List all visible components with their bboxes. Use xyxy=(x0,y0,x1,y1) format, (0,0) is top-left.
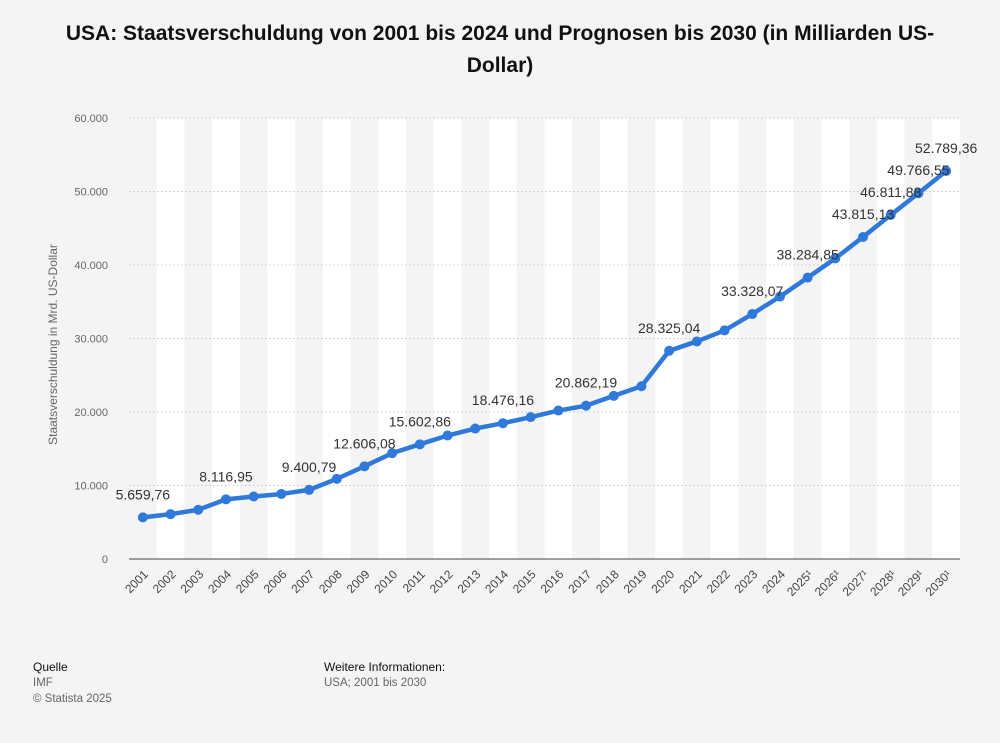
data-point xyxy=(387,448,398,459)
info-block: Weitere Informationen: USA; 2001 bis 203… xyxy=(324,659,445,691)
x-tick-label: 2018 xyxy=(593,567,622,596)
data-point xyxy=(359,461,370,472)
data-point xyxy=(664,345,675,356)
copyright-text: © Statista 2025 xyxy=(33,693,112,705)
x-tick-label: 2002 xyxy=(150,567,179,596)
data-point xyxy=(470,423,481,434)
data-label: 12.606,08 xyxy=(333,435,395,451)
data-point xyxy=(165,509,176,520)
x-tick-label: 2021 xyxy=(676,567,705,596)
x-tick-label: 2011 xyxy=(400,567,428,595)
data-point xyxy=(858,231,869,242)
data-point xyxy=(553,405,564,416)
x-tick-label: 2007 xyxy=(288,567,317,596)
data-point xyxy=(636,381,647,392)
x-tick-label: 2008 xyxy=(316,567,345,596)
data-label: 49.766,55 xyxy=(887,162,949,178)
data-point xyxy=(414,439,425,450)
data-point xyxy=(248,491,259,502)
data-point xyxy=(830,253,841,264)
x-tick-label: 2020 xyxy=(648,567,677,596)
x-tick-label: 2016 xyxy=(538,567,567,596)
x-tick-label: 2027¹ xyxy=(840,567,872,599)
data-point xyxy=(220,494,231,505)
x-tick-label: 2010 xyxy=(371,567,400,596)
data-label: 8.116,95 xyxy=(199,468,253,484)
y-tick-label: 40.000 xyxy=(74,260,108,272)
y-tick-label: 50.000 xyxy=(74,187,108,199)
data-point xyxy=(137,512,148,523)
chart-title: USA: Staatsverschuldung von 2001 bis 202… xyxy=(65,22,935,77)
x-tick-label: 2014 xyxy=(482,567,511,596)
x-tick-label: 2019 xyxy=(621,567,650,596)
info-heading: Weitere Informationen: xyxy=(324,660,446,674)
x-tick-label: 2028¹ xyxy=(867,567,899,599)
y-tick-label: 30.000 xyxy=(74,334,108,346)
x-tick-label: 2013 xyxy=(455,567,484,596)
x-tick-label: 2030¹ xyxy=(923,567,955,599)
data-label: 28.325,04 xyxy=(638,320,700,336)
data-point xyxy=(719,325,730,336)
source-heading: Quelle xyxy=(33,660,68,674)
y-tick-label: 20.000 xyxy=(74,407,108,419)
x-tick-label: 2023 xyxy=(732,567,761,596)
x-tick-label: 2001 xyxy=(122,567,151,596)
x-tick-label: 2024 xyxy=(759,567,788,596)
data-label: 9.400,79 xyxy=(282,459,337,475)
y-axis-title: Staatsverschuldung in Mrd. US-Dollar xyxy=(46,244,60,445)
data-point xyxy=(331,473,342,484)
y-tick-label: 60.000 xyxy=(74,113,108,125)
data-point xyxy=(442,430,453,441)
x-tick-label: 2015 xyxy=(510,567,539,596)
data-label: 52.789,36 xyxy=(915,140,977,156)
data-label: 33.328,07 xyxy=(721,283,783,299)
x-tick-label: 2029¹ xyxy=(895,567,927,599)
x-tick-label: 2004 xyxy=(205,567,234,596)
data-point xyxy=(497,418,508,429)
data-point xyxy=(608,390,619,401)
data-point xyxy=(941,165,952,176)
x-tick-label: 2005 xyxy=(233,567,262,596)
x-tick-label: 2003 xyxy=(178,567,207,596)
data-point xyxy=(193,504,204,515)
y-tick-label: 10.000 xyxy=(74,481,108,493)
y-tick-label: 0 xyxy=(102,554,108,566)
data-label: 20.862,19 xyxy=(555,375,617,391)
data-label: 18.476,16 xyxy=(472,392,534,408)
data-point xyxy=(581,400,592,411)
data-label: 43.815,13 xyxy=(832,206,894,222)
source-text: IMF xyxy=(33,677,53,689)
x-tick-label: 2017 xyxy=(565,567,594,596)
data-label: 46.811,88 xyxy=(860,184,921,200)
data-point xyxy=(774,291,785,302)
data-label: 38.284,85 xyxy=(777,247,839,263)
data-point xyxy=(525,412,536,423)
data-point xyxy=(913,188,924,199)
data-label: 5.659,76 xyxy=(116,486,171,502)
data-point xyxy=(276,488,287,499)
x-tick-label: 2026¹ xyxy=(812,567,844,599)
source-block: Quelle IMF © Statista 2025 xyxy=(33,659,112,707)
x-tick-label: 2022 xyxy=(704,567,733,596)
x-tick-label: 2025¹ xyxy=(784,567,816,599)
data-point xyxy=(885,209,896,220)
data-point xyxy=(691,336,702,347)
x-tick-label: 2012 xyxy=(427,567,456,596)
x-tick-label: 2006 xyxy=(261,567,290,596)
data-point xyxy=(802,272,813,283)
info-text: USA; 2001 bis 2030 xyxy=(324,677,427,689)
data-point xyxy=(747,309,758,320)
data-label: 15.602,86 xyxy=(389,413,451,429)
data-point xyxy=(304,484,315,495)
x-tick-label: 2009 xyxy=(344,567,373,596)
